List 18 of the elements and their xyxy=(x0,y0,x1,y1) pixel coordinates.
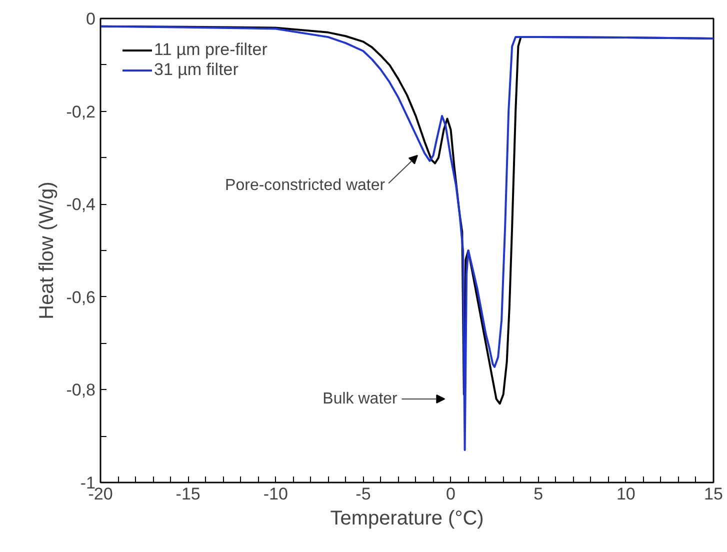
y-axis-title: Heat flow (W/g) xyxy=(36,182,58,320)
x-tick-label: 10 xyxy=(616,484,636,504)
x-tick-label: -10 xyxy=(263,484,288,504)
annotation: Bulk water xyxy=(322,390,398,408)
y-tick-label: -0,8 xyxy=(66,380,96,400)
y-tick-label: -0,4 xyxy=(66,195,96,214)
legend-label: 11 µm pre-filter xyxy=(154,40,268,60)
legend-label: 31 µm filter xyxy=(154,60,238,80)
x-tick-label: -15 xyxy=(176,484,200,504)
x-axis-title: Temperature (°C) xyxy=(330,508,484,530)
y-tick-label: -0,6 xyxy=(66,288,96,307)
annotation: Pore-constricted water xyxy=(225,177,386,194)
y-tick-label: -0,2 xyxy=(66,102,96,122)
x-tick-label: 15 xyxy=(704,484,723,504)
x-tick-label: 5 xyxy=(534,484,544,504)
y-tick-label: 0 xyxy=(86,10,96,28)
x-tick-label: -5 xyxy=(356,484,371,504)
x-tick-label: 0 xyxy=(446,484,456,504)
